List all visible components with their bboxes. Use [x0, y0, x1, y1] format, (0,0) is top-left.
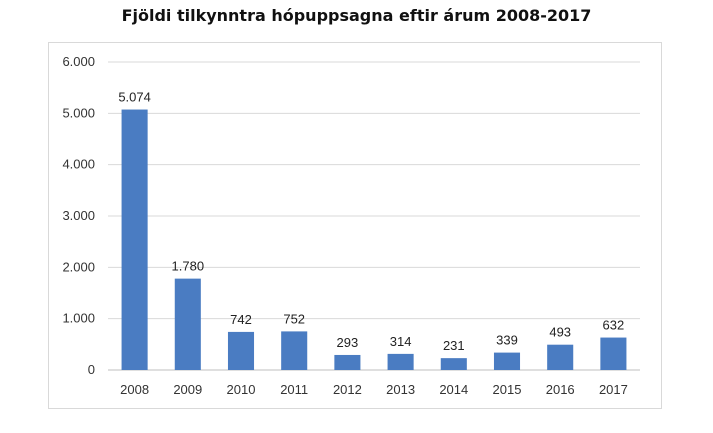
bar-2011 [281, 331, 308, 370]
x-tick-label-2008: 2008 [120, 382, 149, 397]
data-label-2013: 314 [390, 334, 412, 349]
chart-title: Fjöldi tilkynntra hópuppsagna eftir árum… [121, 6, 592, 25]
x-tick-label-2017: 2017 [599, 382, 628, 397]
data-label-2016: 493 [549, 325, 571, 340]
data-label-2010: 742 [230, 312, 252, 327]
x-tick-label-2012: 2012 [333, 382, 362, 397]
data-label-2009: 1.780 [172, 259, 205, 274]
bar-2010 [227, 331, 255, 370]
x-tick-label-2016: 2016 [546, 382, 575, 397]
y-tick-label-0: 0 [88, 362, 95, 377]
bar-2015 [493, 352, 521, 370]
bar-2009 [174, 278, 201, 370]
data-label-2008: 5.074 [118, 90, 151, 105]
bar-2008 [121, 109, 148, 370]
bar-2017 [600, 337, 627, 370]
y-tick-label-5: 5.000 [62, 105, 95, 120]
y-tick-label-4: 4.000 [62, 157, 95, 172]
x-tick-label-2010: 2010 [227, 382, 256, 397]
x-tick-label-2009: 2009 [173, 382, 202, 397]
x-tick-label-2014: 2014 [439, 382, 468, 397]
bar-2016 [547, 344, 574, 370]
x-tick-label-2011: 2011 [280, 382, 308, 397]
y-tick-label-2: 2.000 [62, 259, 95, 274]
data-label-2017: 632 [603, 318, 625, 333]
bar-2012 [334, 354, 361, 370]
data-label-2014: 231 [443, 338, 465, 353]
data-label-2011: 752 [283, 311, 305, 326]
data-label-2012: 293 [337, 335, 359, 350]
y-tick-label-3: 3.000 [62, 208, 95, 223]
bar-2013 [387, 353, 414, 370]
bar-2014 [440, 358, 467, 370]
x-tick-label-2015: 2015 [493, 382, 522, 397]
y-tick-label-1: 1.000 [62, 311, 95, 326]
y-tick-label-6: 6.000 [62, 54, 95, 69]
x-tick-label-2013: 2013 [386, 382, 415, 397]
data-label-2015: 339 [496, 333, 518, 348]
